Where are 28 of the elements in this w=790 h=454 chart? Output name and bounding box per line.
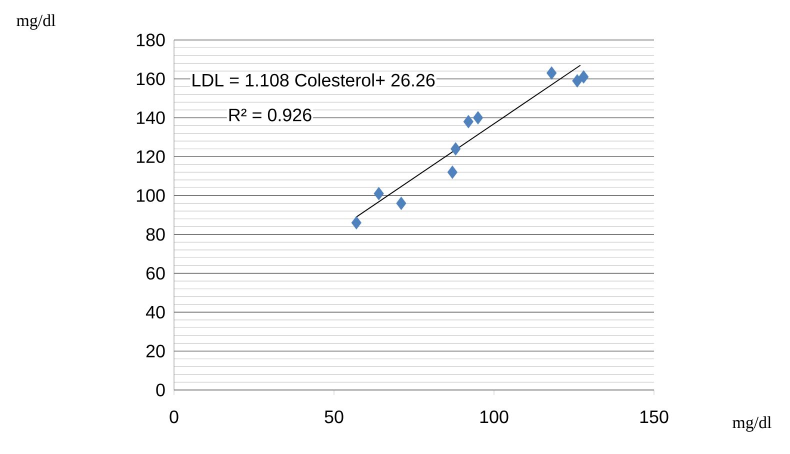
y-tick-label: 20 <box>146 344 165 358</box>
point <box>546 66 557 80</box>
x-tick-label: 50 <box>324 410 344 424</box>
point <box>472 111 484 124</box>
y-tick-label: 60 <box>146 266 165 280</box>
y-tick-label: 40 <box>146 306 165 319</box>
y-tick-label: 140 <box>136 111 165 124</box>
point <box>351 216 362 230</box>
y-tick-label: 160 <box>136 72 165 86</box>
point <box>374 186 384 200</box>
y-tick-label: 120 <box>136 150 165 163</box>
point <box>447 166 458 179</box>
point <box>463 114 474 128</box>
x-tick-label: 100 <box>480 410 508 424</box>
point <box>578 70 589 84</box>
annotation: LDL = 1.108 Colesterol+ 26.26 <box>192 73 435 87</box>
point <box>450 142 461 156</box>
point <box>572 74 582 88</box>
x-tick-label: 150 <box>640 410 668 424</box>
y-tick-label: 0 <box>156 384 165 396</box>
y-tick-label: 80 <box>146 228 165 241</box>
point <box>396 196 406 210</box>
y-axis-title: mg/dl <box>16 14 56 30</box>
x-tick-label: 0 <box>170 410 178 424</box>
annotation: R² = 0.926 <box>229 108 312 122</box>
y-tick-label: 180 <box>136 34 165 46</box>
y-tick-label: 100 <box>136 189 165 202</box>
x-axis-title: mg/dl <box>732 416 772 432</box>
